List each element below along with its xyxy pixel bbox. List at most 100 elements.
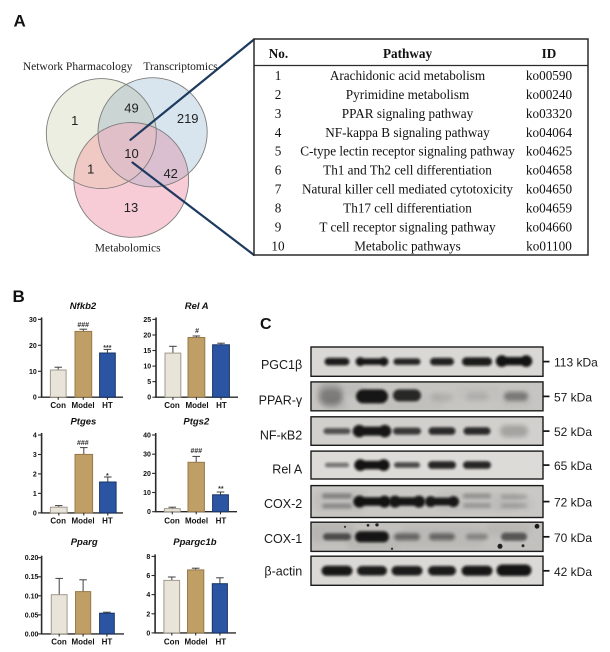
svg-text:ko00240: ko00240: [526, 87, 573, 102]
svg-text:42: 42: [163, 166, 177, 181]
svg-text:3: 3: [33, 452, 37, 459]
svg-text:PPAR-γ: PPAR-γ: [259, 393, 303, 407]
svg-text:42 kDa: 42 kDa: [554, 565, 592, 579]
svg-text:Metabolic pathways: Metabolic pathways: [354, 238, 461, 253]
svg-text:Natural killer cell mediated c: Natural killer cell mediated cytotoxicit…: [302, 182, 513, 197]
svg-text:1: 1: [33, 491, 37, 498]
svg-text:0.10: 0.10: [25, 593, 39, 600]
svg-text:ko00590: ko00590: [526, 68, 573, 83]
svg-text:20: 20: [29, 343, 37, 350]
svg-text:HT: HT: [216, 517, 227, 526]
svg-text:COX-2: COX-2: [264, 497, 302, 511]
svg-text:Pathway: Pathway: [383, 46, 432, 61]
svg-text:ko03320: ko03320: [526, 106, 573, 121]
svg-text:#: #: [195, 328, 199, 335]
svg-text:Transcriptomics: Transcriptomics: [143, 61, 218, 73]
svg-text:20: 20: [143, 333, 151, 340]
svg-text:Th1 and Th2 cell differentiati: Th1 and Th2 cell differentiation: [323, 163, 492, 178]
svg-text:ID: ID: [542, 46, 557, 61]
svg-text:8: 8: [275, 201, 282, 216]
svg-text:10: 10: [143, 364, 151, 371]
svg-text:Rel A: Rel A: [185, 301, 209, 312]
svg-text:###: ###: [77, 440, 89, 447]
svg-text:Con: Con: [50, 517, 66, 526]
svg-text:10: 10: [124, 146, 138, 161]
svg-text:HT: HT: [215, 638, 226, 647]
svg-text:70 kDa: 70 kDa: [554, 531, 592, 545]
svg-text:C-type lectin receptor signali: C-type lectin receptor signaling pathway: [300, 144, 515, 159]
svg-text:4: 4: [33, 433, 37, 440]
svg-text:0: 0: [147, 509, 151, 516]
svg-text:0.05: 0.05: [25, 612, 39, 619]
svg-text:Ppargc1b: Ppargc1b: [173, 537, 216, 548]
svg-text:COX-1: COX-1: [264, 532, 302, 546]
svg-text:A: A: [14, 12, 26, 31]
svg-text:No.: No.: [269, 46, 288, 61]
svg-text:T cell receptor signaling path: T cell receptor signaling pathway: [319, 220, 496, 235]
svg-text:ko04658: ko04658: [526, 163, 573, 178]
svg-text:Model: Model: [71, 638, 94, 647]
svg-text:Con: Con: [164, 517, 180, 526]
svg-text:β-actin: β-actin: [264, 565, 302, 579]
svg-text:B: B: [13, 287, 25, 306]
svg-text:40: 40: [143, 433, 151, 440]
svg-text:10: 10: [29, 369, 37, 376]
svg-text:Arachidonic acid metabolism: Arachidonic acid metabolism: [330, 68, 486, 83]
svg-text:HT: HT: [216, 401, 227, 410]
svg-text:2: 2: [33, 471, 37, 478]
svg-text:Metabolomics: Metabolomics: [95, 243, 161, 255]
svg-text:1: 1: [71, 113, 78, 128]
svg-text:10: 10: [271, 238, 285, 253]
svg-text:HT: HT: [102, 638, 113, 647]
svg-text:0: 0: [33, 395, 37, 402]
svg-text:PPAR signaling pathway: PPAR signaling pathway: [342, 106, 474, 121]
svg-text:ko04650: ko04650: [526, 182, 573, 197]
svg-text:72 kDa: 72 kDa: [554, 496, 592, 510]
svg-text:ko04659: ko04659: [526, 201, 573, 216]
svg-text:Pyrimidine metabolism: Pyrimidine metabolism: [346, 87, 470, 102]
svg-text:Ptges: Ptges: [70, 416, 96, 427]
svg-text:ko01100: ko01100: [526, 238, 572, 253]
svg-text:Con: Con: [50, 401, 66, 410]
svg-text:5: 5: [147, 379, 151, 386]
svg-text:13: 13: [124, 200, 138, 215]
svg-text:Pparg: Pparg: [71, 537, 98, 548]
svg-text:0: 0: [147, 395, 151, 402]
svg-text:Network Pharmacology: Network Pharmacology: [23, 61, 133, 73]
svg-text:Model: Model: [71, 401, 94, 410]
svg-text:###: ###: [77, 322, 89, 329]
svg-text:25: 25: [143, 317, 151, 324]
svg-text:Ptgs2: Ptgs2: [183, 416, 210, 427]
svg-text:ko04660: ko04660: [526, 220, 573, 235]
svg-text:2: 2: [146, 611, 150, 618]
svg-text:HT: HT: [102, 401, 113, 410]
svg-text:52 kDa: 52 kDa: [554, 425, 592, 439]
svg-text:Model: Model: [185, 517, 208, 526]
svg-text:8: 8: [146, 554, 150, 561]
svg-text:***: ***: [103, 345, 111, 352]
svg-text:HT: HT: [102, 517, 113, 526]
svg-text:0.00: 0.00: [25, 631, 39, 638]
svg-text:20: 20: [143, 471, 151, 478]
svg-text:NF-kappa B signaling pathway: NF-kappa B signaling pathway: [325, 125, 490, 140]
svg-text:###: ###: [190, 448, 202, 455]
svg-text:0.15: 0.15: [25, 574, 39, 581]
svg-text:0: 0: [146, 630, 150, 637]
svg-text:ko04625: ko04625: [526, 144, 573, 159]
svg-text:NF-κB2: NF-κB2: [260, 428, 302, 442]
svg-text:Th17 cell differentiation: Th17 cell differentiation: [343, 201, 472, 216]
svg-text:30: 30: [143, 452, 151, 459]
svg-text:*: *: [106, 473, 109, 480]
svg-text:6: 6: [146, 573, 150, 580]
svg-text:Con: Con: [164, 638, 180, 647]
svg-text:15: 15: [143, 348, 151, 355]
svg-text:6: 6: [275, 163, 282, 178]
svg-text:1: 1: [275, 68, 282, 83]
svg-text:30: 30: [29, 317, 37, 324]
svg-text:Model: Model: [184, 638, 207, 647]
svg-text:Model: Model: [185, 401, 208, 410]
svg-text:C: C: [260, 316, 272, 333]
svg-text:10: 10: [143, 490, 151, 497]
svg-text:**: **: [218, 486, 224, 493]
svg-text:Con: Con: [51, 638, 67, 647]
